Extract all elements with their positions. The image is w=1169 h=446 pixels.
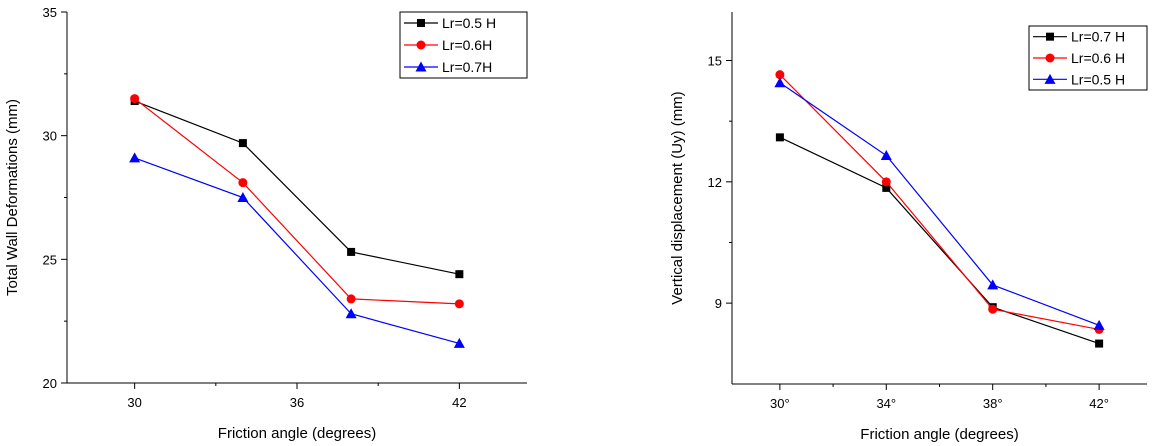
legend-swatch-marker: [1045, 53, 1055, 63]
x-axis-label: Friction angle (degrees): [218, 425, 376, 442]
data-point: [347, 247, 356, 256]
y-tick-label: 20: [43, 376, 57, 391]
data-point: [881, 177, 891, 187]
data-point: [880, 150, 892, 161]
series-0: [775, 133, 1104, 348]
data-point: [453, 337, 465, 348]
data-point: [237, 192, 249, 202]
series-0: [130, 97, 464, 279]
series-line: [134, 98, 460, 305]
x-tick-label: 34°: [876, 396, 896, 411]
legend-entry: Lr=0.7 H: [1071, 29, 1125, 45]
legend-entry: Lr=0.6 H: [1071, 50, 1125, 66]
series-line: [134, 157, 460, 345]
data-point: [1093, 319, 1105, 330]
x-tick-label: 38°: [983, 396, 1003, 411]
data-point: [882, 183, 891, 192]
data-point: [238, 178, 248, 188]
x-tick-label: 30: [127, 395, 141, 410]
y-tick-label: 25: [43, 252, 57, 267]
chart-right-vertical-displacement: 30° 34° 38° 42° 9 12 15 Friction angle (degrees…: [669, 12, 1148, 443]
y-tick-label: 12: [708, 175, 722, 190]
series-line: [779, 74, 1100, 331]
y-tick-label: 30: [43, 129, 57, 144]
legend-swatch-marker: [416, 40, 426, 50]
x-tick-label: 36: [290, 395, 304, 410]
y-axis-label: Total Wall Deformations (mm): [4, 99, 21, 296]
series-line: [134, 100, 460, 275]
series-2: [129, 152, 465, 348]
data-point: [988, 304, 998, 314]
legend-swatch-marker: [1046, 32, 1054, 41]
legend: Lr=0.7 H Lr=0.6 H Lr=0.5 H: [1028, 25, 1148, 91]
legend-entry: Lr=0.5 H: [442, 15, 496, 31]
legend: Lr=0.5 H Lr=0.6H Lr=0.7H: [399, 11, 528, 79]
data-point: [774, 77, 786, 88]
data-point: [455, 270, 464, 279]
data-point: [775, 133, 784, 142]
y-axis-label: Vertical displacement (Uy) (mm): [669, 91, 686, 304]
y-tick-label: 35: [43, 5, 57, 20]
data-point: [345, 308, 357, 319]
series-2: [774, 77, 1105, 330]
data-point: [1095, 339, 1104, 348]
data-point: [346, 294, 356, 304]
data-point: [238, 139, 247, 148]
x-tick-label: 30°: [770, 396, 790, 411]
legend-swatch-marker: [1044, 73, 1056, 84]
legend-entry: Lr=0.7H: [442, 59, 492, 75]
x-tick-label: 42°: [1089, 396, 1109, 411]
series-line: [779, 82, 1100, 326]
x-tick-label: 42: [452, 395, 466, 410]
data-point: [454, 299, 464, 309]
legend-swatch-marker: [417, 19, 425, 27]
data-point: [987, 279, 999, 290]
data-point: [130, 94, 140, 104]
y-tick-label: 15: [708, 54, 722, 69]
data-point: [129, 152, 141, 163]
data-point: [775, 70, 785, 80]
legend-entry: Lr=0.5 H: [1071, 71, 1125, 87]
series-1: [775, 70, 1104, 334]
x-axis-label: Friction angle (degrees): [860, 426, 1018, 443]
y-tick-label: 9: [715, 296, 722, 311]
series-1: [130, 94, 464, 309]
series-line: [779, 136, 1100, 345]
chart-left-total-wall-deformations: 30 36 42 20 25 30 35 Friction angle (degrees) To…: [4, 5, 528, 442]
legend-swatch-marker: [415, 61, 427, 72]
legend-entry: Lr=0.6H: [442, 37, 492, 53]
